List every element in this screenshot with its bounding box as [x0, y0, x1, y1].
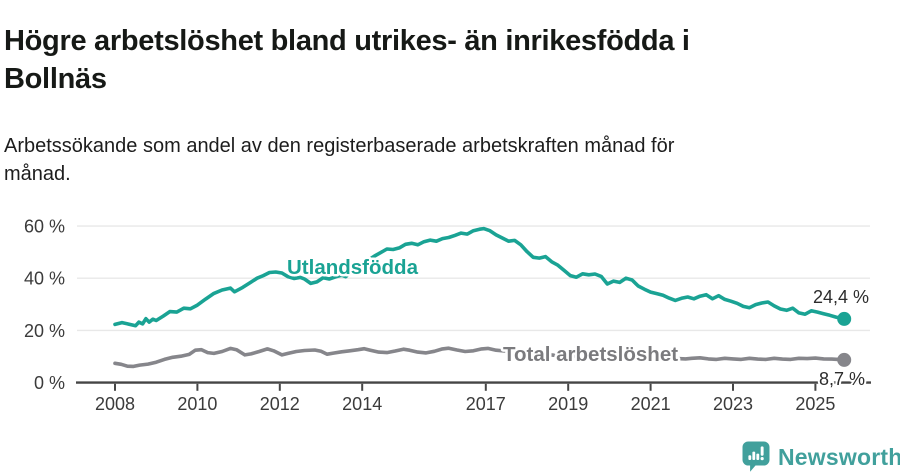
series-line-total [113, 346, 847, 369]
series-end-value-total: 8,7 % [819, 369, 865, 389]
newsworthy-logo-icon [742, 441, 770, 472]
series-end-dot-utlandsfodda [837, 311, 852, 326]
y-axis-tick-label: 0 % [34, 373, 65, 393]
subtitle-line-2: månad. [4, 162, 71, 185]
series-label-total: Total arbetslöshet [503, 343, 678, 366]
x-axis-tick-label: 2025 [795, 394, 835, 414]
y-axis-tick-label: 60 % [24, 217, 65, 237]
x-axis-tick-label: 2010 [177, 394, 217, 414]
x-axis-tick-label: 2012 [260, 394, 300, 414]
x-axis-tick-label: 2021 [631, 394, 671, 414]
series-line-utlandsfodda [113, 226, 847, 328]
page-title: Högre arbetslöshet bland utrikes- än inr… [4, 23, 690, 97]
x-axis-tick-label: 2008 [95, 394, 135, 414]
y-axis-tick-label: 40 % [24, 269, 65, 289]
series-end-value-utlandsfodda: 24,4 % [813, 287, 869, 307]
y-axis-tick-label: 20 % [24, 321, 65, 341]
title-line-2: Bollnäs [4, 62, 107, 95]
x-axis-tick-label: 2023 [713, 394, 753, 414]
x-axis-tick-label: 2017 [466, 394, 506, 414]
x-axis-tick-label: 2014 [342, 394, 382, 414]
subtitle-line-1: Arbetssökande som andel av den registerb… [4, 135, 675, 157]
x-axis-tick-label: 2019 [548, 394, 588, 414]
series-end-dot-total [837, 352, 852, 367]
chart-subtitle: Arbetssökande som andel av den registerb… [4, 133, 674, 188]
brand-name: Newsworthy [778, 444, 900, 470]
series-label-utlandsfodda: Utlandsfödda [287, 256, 419, 279]
title-line-1: Högre arbetslöshet bland utrikes- än inr… [4, 25, 690, 58]
